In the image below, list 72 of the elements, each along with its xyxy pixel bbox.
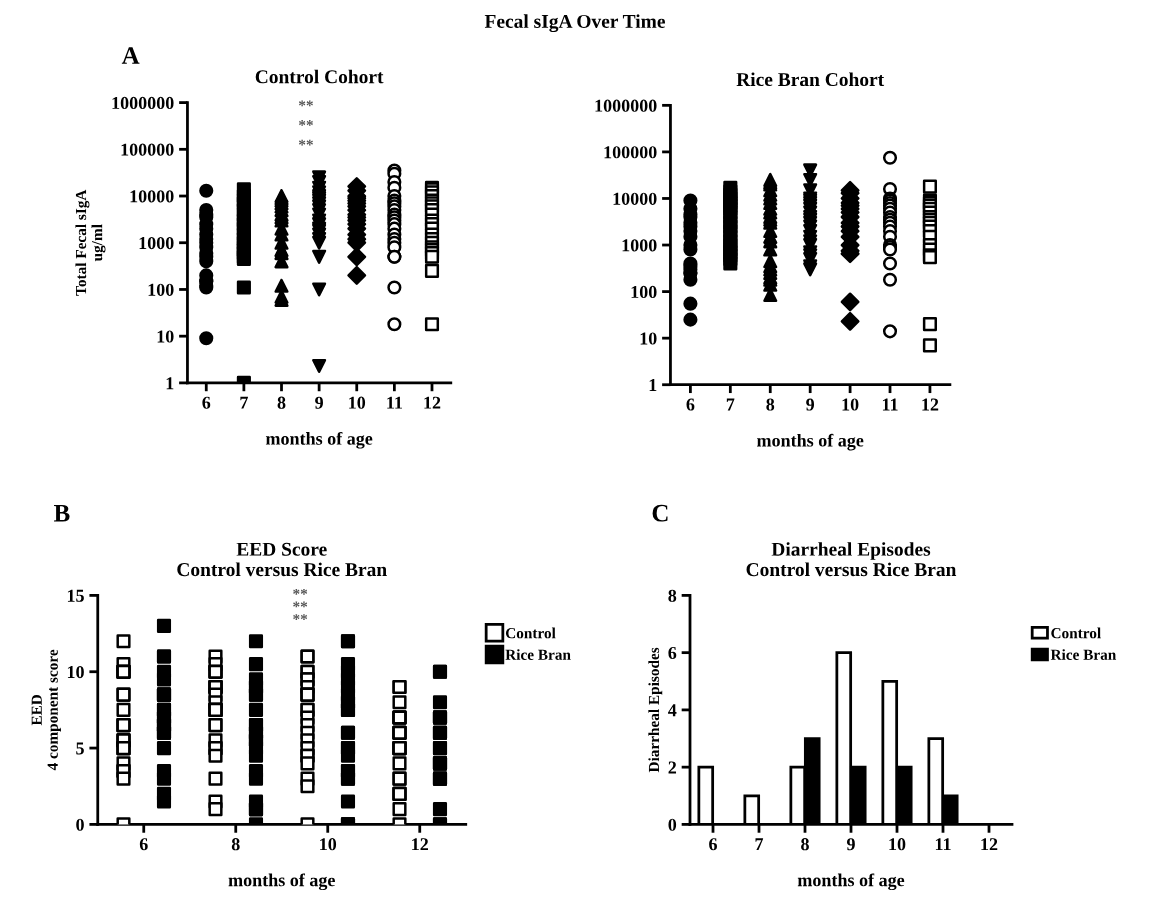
x-axis-title: months of age <box>265 431 373 449</box>
x-tick-label: 10 <box>842 398 859 411</box>
y-tick-label: 100000 <box>121 143 174 156</box>
y-axis-title: Total Fecal sIgA ug/ml <box>75 189 106 296</box>
y-tick-label: 5 <box>76 742 84 755</box>
y-tick-label: 1000000 <box>112 96 174 110</box>
x-tick-label: 6 <box>709 838 717 851</box>
y-tick-label: 10000 <box>613 192 657 205</box>
x-tick-label: 7 <box>726 398 735 411</box>
x-tick-label: 9 <box>806 398 815 411</box>
annotation: ** <box>298 139 313 146</box>
y-tick-label: 10 <box>640 332 657 345</box>
y-tick-label: 2 <box>668 761 677 774</box>
x-tick-label: 7 <box>755 838 764 851</box>
annotation: ** <box>293 601 308 608</box>
x-tick-label: 8 <box>277 396 286 409</box>
x-tick-label: 9 <box>846 838 855 851</box>
y-tick-label: 10000 <box>130 190 174 203</box>
text: Fecal sIgA Over Time <box>484 14 665 33</box>
y-tick-label: 15 <box>67 589 84 602</box>
x-tick-label: 6 <box>202 396 211 409</box>
legend-label: Rice Bran <box>1050 649 1117 660</box>
y-tick-label: 6 <box>668 646 677 660</box>
chart-title: Rice Bran Cohort <box>736 72 885 87</box>
x-tick-label: 12 <box>424 396 441 409</box>
x-tick-label: 10 <box>889 838 906 851</box>
x-tick-label: 8 <box>801 838 809 851</box>
y-tick-label: 4 <box>668 704 677 717</box>
legend-label: Control <box>505 627 556 639</box>
x-tick-label: 12 <box>412 838 428 851</box>
x-tick-label: 8 <box>231 838 240 851</box>
y-axis-title: EED 4 component score <box>31 649 61 771</box>
x-axis-title: months of age <box>228 873 335 891</box>
y-tick-label: 8 <box>668 589 677 602</box>
y-tick-label: 100 <box>631 285 657 299</box>
legend-label: Control <box>1051 627 1101 639</box>
x-tick-label: 6 <box>686 398 695 411</box>
x-tick-label: 12 <box>922 398 939 411</box>
y-tick-label: 10 <box>67 665 84 679</box>
x-tick-label: 12 <box>981 838 998 851</box>
y-tick-label: 100000 <box>604 146 657 159</box>
x-tick-label: 11 <box>882 398 898 411</box>
x-axis-title: months of age <box>797 873 905 891</box>
x-tick-label: 10 <box>349 396 366 409</box>
x-axis-title: months of age <box>757 433 864 451</box>
chart-title: Diarrheal Episodes Control versus Rice Bran <box>746 542 957 577</box>
text: C <box>652 504 668 522</box>
chart-title: Control Cohort <box>255 69 384 84</box>
x-tick-label: 11 <box>387 396 402 409</box>
y-tick-label: 1 <box>649 379 657 391</box>
x-tick-label: 9 <box>315 396 323 409</box>
x-tick-label: 11 <box>935 838 951 851</box>
x-tick-label: 8 <box>766 398 775 411</box>
text: A <box>121 47 140 64</box>
chart-title: EED Score Control versus Rice Bran <box>177 542 387 577</box>
annotation: ** <box>298 120 313 126</box>
text: B <box>54 505 70 522</box>
y-tick-label: 1000 <box>622 239 657 252</box>
y-tick-label: 1 <box>166 377 174 390</box>
annotation: ** <box>298 100 313 107</box>
y-tick-label: 1000000 <box>595 99 657 112</box>
y-axis-title: Diarrheal Episodes <box>648 647 663 773</box>
y-tick-label: 0 <box>668 818 677 831</box>
y-tick-label: 1000 <box>139 237 174 250</box>
legend-label: Rice Bran <box>505 649 571 660</box>
y-tick-label: 100 <box>148 283 174 296</box>
x-tick-label: 10 <box>320 838 337 851</box>
y-tick-label: 0 <box>76 818 84 831</box>
text: ** <box>293 588 308 595</box>
y-tick-label: 10 <box>157 330 174 343</box>
x-tick-label: 7 <box>240 396 248 409</box>
annotation: ** <box>293 614 308 620</box>
